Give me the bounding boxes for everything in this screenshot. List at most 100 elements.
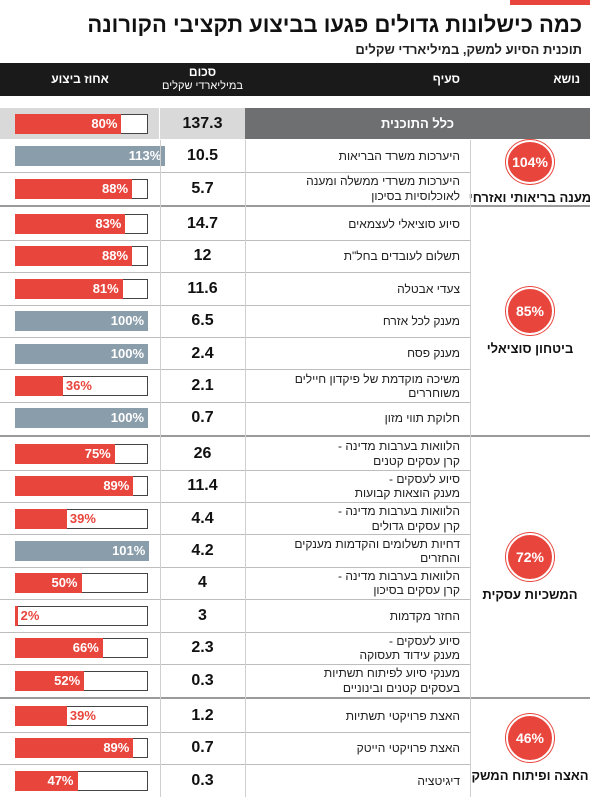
percent-bar	[15, 113, 122, 134]
amount-cell: 2.3	[191, 639, 214, 657]
amount-cell: 2.4	[191, 344, 214, 362]
row-divider	[0, 631, 470, 633]
item-cell: האצת פרויקטי תשתיות	[245, 700, 470, 732]
item-line: קרן עסקים בסיכון	[373, 583, 460, 598]
row-divider	[0, 369, 470, 371]
amount-cell: 3	[198, 606, 207, 624]
item-line: מענקי סיוע לפיתוח תשתיות	[323, 666, 460, 681]
topic-cell: 46% האצה ופיתוח המשק	[470, 700, 590, 797]
row-divider	[0, 731, 470, 733]
percent-bar	[15, 508, 67, 529]
item-line: חלוקת תווי מזון	[384, 411, 460, 426]
item-line: מענק הוצאות קבועות	[354, 486, 460, 501]
percent-bar	[15, 311, 148, 332]
percent-bar	[15, 278, 123, 299]
amount-cell: 4.4	[191, 509, 214, 527]
row-divider	[0, 469, 470, 471]
percent-label: 88%	[102, 180, 129, 196]
row-divider	[0, 566, 470, 568]
item-cell: היערכות משרדי ממשלה ומענה לאוכלוסיות בסיכ…	[245, 172, 470, 204]
item-cell: הלוואות בערבות מדינה - קרן עסקים קטנים	[245, 438, 470, 470]
percent-label: 66%	[72, 640, 99, 656]
group-divider	[0, 697, 590, 700]
percent-label: 75%	[84, 445, 111, 461]
item-cell: סיוע סוציאלי לעצמאים	[245, 208, 470, 240]
amount-cell: 0.7	[191, 739, 214, 757]
amount-cell: 5.7	[191, 179, 214, 197]
subtitle: תוכנית הסיוע למשק, במיליארדי שקלים	[355, 42, 582, 57]
amount-cell: 11.6	[187, 279, 218, 297]
item-cell: הלוואות בערבות מדינה - קרן עסקים גדולים	[245, 502, 470, 534]
group-divider	[0, 205, 590, 208]
row-divider	[0, 663, 470, 665]
percent-label: 52%	[54, 672, 81, 688]
item-cell: דיגיטציה	[245, 765, 470, 797]
percent-bar	[15, 246, 133, 267]
percent-bar	[15, 146, 166, 167]
item-line: לאוכלוסיות בסיכון	[371, 188, 460, 203]
amount-cell: 2.1	[191, 376, 214, 394]
amount-cell: 4.2	[191, 541, 214, 559]
amount-cell: 0.3	[191, 771, 214, 789]
row-divider	[0, 401, 470, 403]
item-cell: סיוע לעסקים - מענק הוצאות קבועות	[245, 470, 470, 502]
item-line: דחיות תשלומים והקדמות מענקים	[294, 536, 460, 551]
item-cell: היערכות משרד הבריאות	[245, 140, 470, 172]
percent-bar	[15, 343, 148, 364]
item-line: מענק עידוד תעסוקה	[359, 648, 460, 663]
percent-label: 113%	[128, 148, 162, 164]
row-divider	[0, 501, 470, 503]
column-header: סעיף	[432, 71, 460, 86]
item-line: תשלום לעובדים בחל"ת	[343, 249, 460, 264]
item-line: היערכות משרדי ממשלה ומענה	[306, 174, 460, 189]
amount-cell: 10.5	[186, 147, 219, 165]
percent-bar	[15, 476, 134, 497]
topic-name: ביטחון סוציאלי	[486, 340, 574, 356]
item-cell: הלוואות בערבות מדינה - קרן עסקים בסיכון	[245, 567, 470, 599]
percent-label: 39%	[69, 708, 96, 723]
percent-label: 100%	[110, 313, 144, 329]
percent-label: 83%	[95, 216, 122, 231]
accent-bar	[510, 0, 590, 5]
item-line: מענק לכל אזרח	[382, 314, 460, 328]
percent-label: 89%	[103, 740, 130, 756]
column-header: נושא	[553, 71, 580, 86]
percent-bar	[15, 638, 103, 659]
item-line: מענק פסח	[407, 346, 460, 361]
topic-percent: 46%	[506, 713, 554, 762]
amount-cell: 0.7	[191, 409, 214, 427]
item-line: קרן עסקים גדולים	[371, 518, 460, 533]
amount-cell: 0.3	[191, 671, 214, 689]
topic-percent: 72%	[506, 532, 554, 581]
amount-cell: 4	[198, 574, 207, 592]
item-cell: צעדי אבטלה	[245, 273, 470, 305]
amount-cell: 12	[193, 247, 212, 265]
percent-bar	[15, 738, 134, 759]
item-cell: חלוקת תווי מזון	[245, 402, 470, 434]
item-line: דיגיטציה	[417, 773, 460, 788]
item-line: סיוע לעסקים -	[389, 633, 460, 648]
topic-name: האצה ופיתוח המשק	[471, 767, 589, 783]
percent-label: 50%	[51, 575, 78, 591]
percent-bar	[15, 706, 67, 726]
row-divider	[0, 304, 470, 306]
table-header	[0, 63, 590, 96]
item-cell: דחיות תשלומים והקדמות מענקים והחזרים	[245, 535, 470, 567]
column-divider	[470, 140, 471, 797]
percent-bar	[15, 408, 148, 429]
column-header-line: סכום	[188, 65, 217, 80]
row-divider	[0, 764, 470, 766]
item-line: והחזרים	[420, 550, 460, 565]
percent-bar	[15, 443, 115, 464]
percent-bar	[15, 573, 82, 594]
percent-bar	[15, 376, 63, 396]
amount-cell: 6.5	[191, 312, 214, 330]
column-header-line: במיליארדי שקלים	[162, 80, 243, 93]
topic-percent: 85%	[506, 286, 554, 335]
amount-cell: 14.7	[186, 214, 219, 232]
percent-label: 2%	[20, 607, 40, 623]
column-divider	[160, 140, 161, 797]
column-header: סכום במיליארדי שקלים	[160, 63, 245, 96]
title: כמה כישלונות גדולים פגעו בביצוע תקציבי ה…	[87, 12, 582, 37]
item-line: משיכה מוקדמת של פיקדון חיילים	[294, 371, 460, 386]
